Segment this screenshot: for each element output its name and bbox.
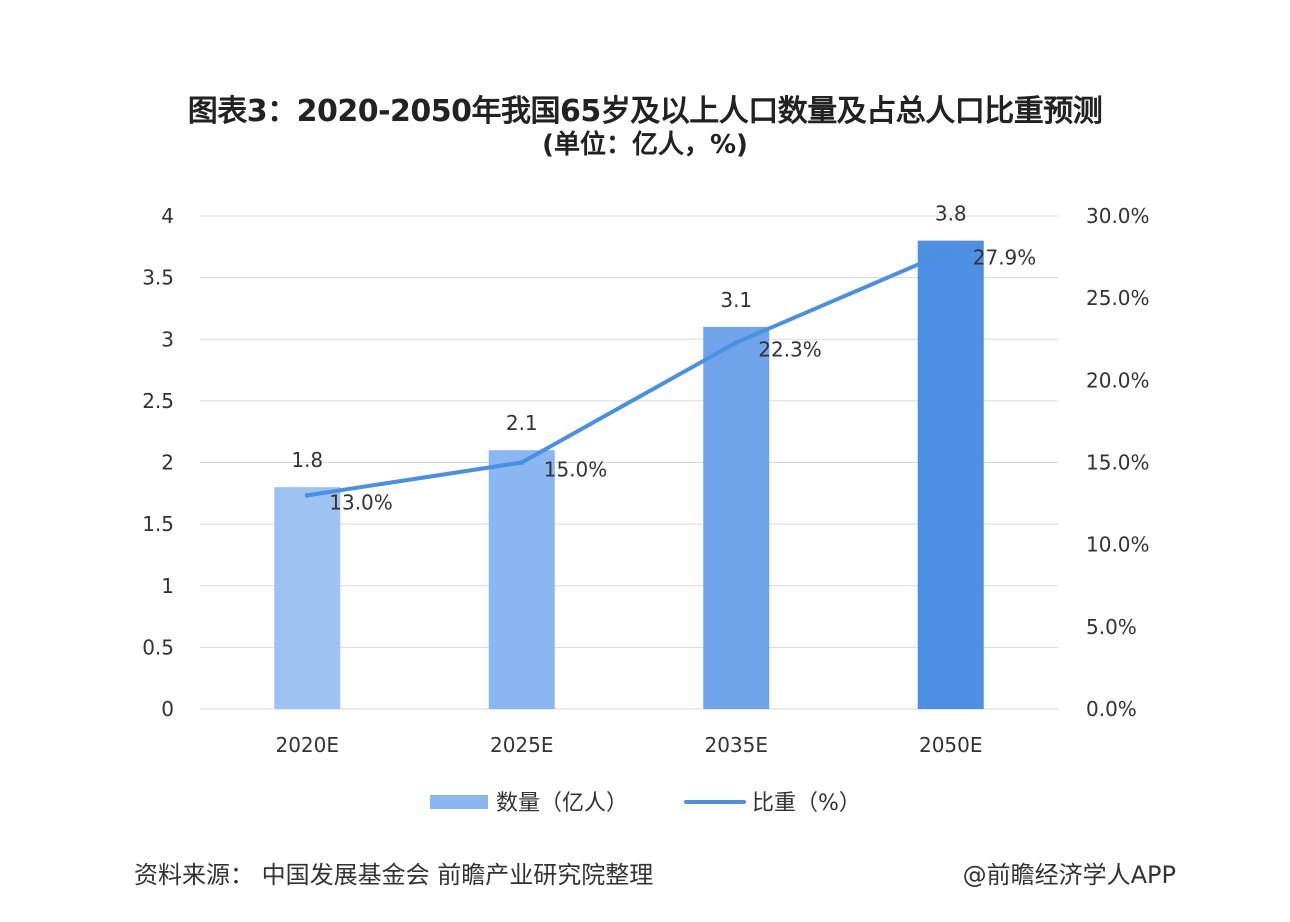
x-tick-label: 2035E (704, 733, 768, 757)
line-point (733, 340, 739, 346)
legend-line-label: 比重（%） (752, 791, 861, 816)
x-tick-label: 2020E (275, 733, 339, 757)
line-value-label: 22.3% (758, 338, 822, 362)
x-tick-label: 2025E (490, 733, 554, 757)
left-tick-label: 2 (161, 451, 174, 475)
right-tick-label: 15.0% (1086, 451, 1150, 475)
bar-value-label: 3.1 (720, 288, 752, 312)
legend-bar-label: 数量（亿人） (496, 791, 628, 816)
credit-note: @前瞻经济学人APP (962, 861, 1176, 889)
legend: 数量（亿人） 比重（%） (430, 791, 861, 816)
x-axis-ticks: 2020E 2025E 2035E 2050E (275, 733, 982, 757)
bar (703, 326, 770, 709)
source-note: 资料来源： 中国发展基金会 前瞻产业研究院整理 (134, 861, 654, 889)
right-tick-label: 10.0% (1086, 533, 1150, 557)
bar (917, 240, 984, 709)
left-tick-label: 2.5 (142, 389, 174, 413)
line-point (519, 460, 525, 465)
x-tick-label: 2050E (919, 733, 983, 757)
left-tick-label: 3.5 (142, 266, 174, 290)
right-tick-label: 20.0% (1086, 368, 1150, 392)
right-axis-ticks: 0.0% 5.0% 10.0% 15.0% 20.0% 25.0% 30.0% (1086, 204, 1150, 721)
bar (488, 450, 555, 709)
right-tick-label: 5.0% (1086, 615, 1137, 639)
bar-series (274, 240, 984, 709)
bar (274, 487, 341, 709)
line-value-label: 13.0% (329, 490, 393, 514)
right-tick-label: 0.0% (1086, 697, 1137, 721)
right-tick-label: 30.0% (1086, 204, 1150, 228)
gridlines (200, 215, 1058, 710)
bar-value-label: 3.8 (935, 202, 967, 226)
left-tick-label: 0.5 (142, 635, 174, 659)
bar-value-labels: 1.8 2.1 3.1 3.8 (291, 202, 966, 473)
left-axis-ticks: 0 0.5 1 1.5 2 2.5 3 3.5 4 (142, 204, 174, 721)
bar-value-label: 1.8 (291, 448, 323, 472)
left-tick-label: 1.5 (142, 512, 174, 536)
chart-title: 图表3：2020-2050年我国65岁及以上人口数量及占总人口比重预测 (187, 94, 1103, 129)
line-value-labels: 13.0% 15.0% 22.3% 27.9% (329, 246, 1036, 515)
line-value-label: 15.0% (544, 458, 608, 482)
line-point (304, 492, 310, 498)
left-tick-label: 3 (161, 327, 174, 351)
line-value-label: 27.9% (973, 246, 1037, 270)
line-path (305, 248, 953, 498)
line-point (948, 248, 954, 254)
left-tick-label: 1 (161, 574, 174, 598)
left-tick-label: 4 (161, 204, 174, 228)
line-series (304, 248, 954, 498)
chart-subtitle: (单位：亿人，%) (542, 130, 748, 160)
legend-bar-swatch (430, 795, 488, 809)
left-tick-label: 0 (161, 697, 174, 721)
bar-value-label: 2.1 (506, 411, 538, 435)
right-tick-label: 25.0% (1086, 286, 1150, 310)
